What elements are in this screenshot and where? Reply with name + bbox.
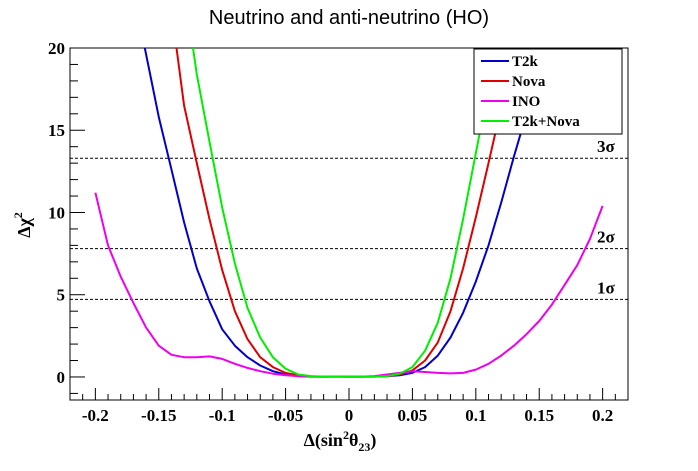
legend-label-4: T2k+Nova [512, 114, 580, 130]
y-tick-label: 5 [57, 286, 66, 305]
x-tick-label: -0.15 [141, 406, 176, 425]
x-axis-label-close: ) [370, 430, 376, 451]
reference-label-2: 2σ [597, 228, 616, 247]
y-tick-label: 15 [48, 121, 65, 140]
x-tick-label: 0.1 [465, 406, 486, 425]
y-tick-label: 20 [48, 39, 65, 58]
x-tick-label: 0.2 [592, 406, 613, 425]
x-tick-label: 0.15 [524, 406, 554, 425]
legend-label-3: INO [512, 94, 540, 110]
x-tick-label: 0 [345, 406, 354, 425]
series-line-3 [94, 192, 604, 378]
y-axis-label: Δχ2 [11, 212, 34, 238]
legend-label-1: T2k [512, 54, 539, 70]
chart-title: Neutrino and anti-neutrino (HO) [209, 7, 489, 29]
x-axis-label-theta: θ [349, 430, 358, 450]
reference-lines: 1σ 2σ 3σ [70, 137, 628, 300]
x-axis-label-sub: 23 [358, 440, 370, 454]
y-axis-label-sup: 2 [11, 212, 25, 218]
reference-label-3: 3σ [597, 137, 616, 156]
legend-box [473, 48, 623, 135]
x-axis-label-sup: 2 [343, 428, 349, 442]
legend: T2k Nova INO T2k+Nova [473, 48, 623, 135]
x-tick-label: -0.05 [268, 406, 303, 425]
x-tick-label: 0.05 [398, 406, 428, 425]
series-line-4 [192, 47, 500, 378]
y-tick-label: 10 [48, 203, 65, 222]
series-lines [94, 47, 604, 378]
axis-ticks: -0.2 -0.15 -0.1 -0.05 0 0.05 0.1 0.15 0.2 0 5 10 15 2… [48, 39, 616, 425]
x-axis-label-main: Δ(sin [304, 430, 343, 451]
reference-label-1: 1σ [597, 278, 616, 297]
x-tick-label: -0.1 [209, 406, 236, 425]
x-axis-label: Δ(sin2θ23) [304, 428, 377, 454]
legend-label-2: Nova [512, 74, 546, 90]
y-tick-label: 0 [57, 368, 66, 387]
x-tick-label: -0.2 [82, 406, 109, 425]
y-axis-label-main: Δχ [14, 218, 34, 238]
